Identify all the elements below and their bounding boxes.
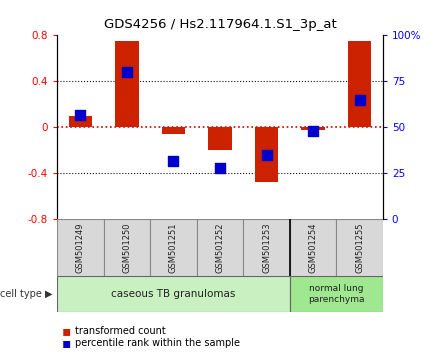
Text: cell type ▶: cell type ▶ [0, 289, 53, 299]
Point [124, 69, 131, 75]
Text: ▪: ▪ [62, 336, 71, 350]
Bar [115, 41, 139, 127]
Text: GSM501253: GSM501253 [262, 222, 271, 273]
Text: GSM501250: GSM501250 [122, 223, 132, 273]
Bar [336, 219, 383, 276]
Bar [57, 276, 290, 312]
Bar [348, 41, 371, 127]
Bar [290, 276, 383, 312]
Bar [255, 127, 278, 182]
Bar [243, 219, 290, 276]
Bar [69, 116, 92, 127]
Text: percentile rank within the sample: percentile rank within the sample [75, 338, 240, 348]
Text: GSM501251: GSM501251 [169, 223, 178, 273]
Point [216, 165, 224, 171]
Point [356, 97, 363, 103]
Text: GSM501254: GSM501254 [308, 223, 318, 273]
Bar [197, 219, 243, 276]
Point [309, 128, 316, 134]
Text: normal lung
parenchyma: normal lung parenchyma [308, 284, 364, 303]
Point [170, 158, 177, 164]
Text: GSM501252: GSM501252 [216, 223, 224, 273]
Text: GSM501249: GSM501249 [76, 223, 85, 273]
Text: ▪: ▪ [62, 324, 71, 338]
Text: GSM501255: GSM501255 [355, 223, 364, 273]
Bar [104, 219, 150, 276]
Point [77, 112, 84, 118]
Text: transformed count: transformed count [75, 326, 165, 336]
Bar [57, 219, 104, 276]
Point [263, 152, 270, 158]
Bar [162, 127, 185, 134]
Bar [301, 127, 325, 130]
Bar [290, 219, 336, 276]
Bar [150, 219, 197, 276]
Bar [209, 127, 231, 150]
Text: caseous TB granulomas: caseous TB granulomas [111, 289, 236, 299]
Title: GDS4256 / Hs2.117964.1.S1_3p_at: GDS4256 / Hs2.117964.1.S1_3p_at [104, 18, 336, 32]
